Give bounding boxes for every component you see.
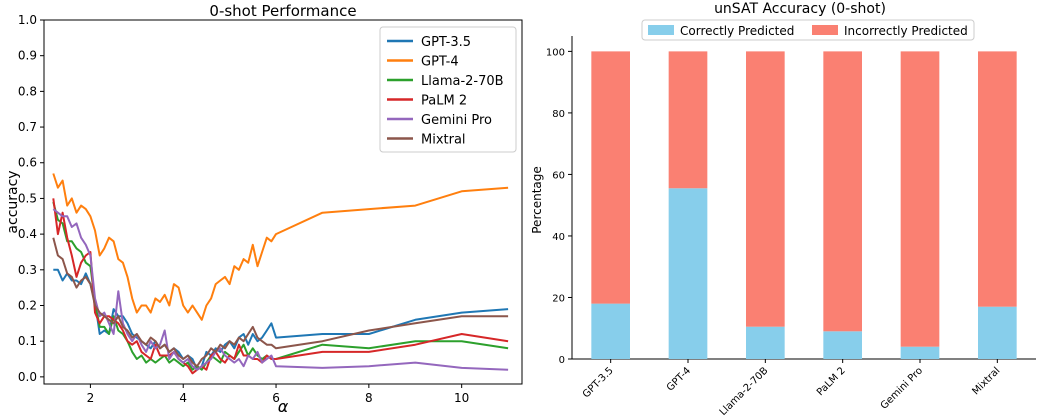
line-chart-xtick-label: 8 <box>365 391 373 405</box>
bar-gpt-4-correctly-predicted <box>668 188 708 359</box>
line-legend-box <box>379 26 517 153</box>
bar-chart-category-label: GPT-3.5 <box>581 365 616 400</box>
line-chart-xtick-label: 6 <box>272 391 280 405</box>
line-chart-title: 0-shot Performance <box>209 2 356 20</box>
bar-chart-category-label: Mixtral <box>970 365 1002 397</box>
bar-chart-ytick-label: 60 <box>552 170 565 181</box>
bar-legend-box <box>641 19 975 41</box>
legend-label-gemini-pro: Gemini Pro <box>421 113 492 128</box>
legend-swatch-correctly-predicted <box>648 25 674 35</box>
bar-gpt-4-incorrectly-predicted <box>668 51 708 189</box>
bar-chart-ytick-label: 20 <box>552 293 565 304</box>
line-chart-ytick-label: 0.3 <box>18 263 37 277</box>
bar-palm-2-incorrectly-predicted <box>823 51 862 332</box>
series-line-gpt-4 <box>52 173 509 321</box>
bar-chart-category-label: Gemini Pro <box>879 365 925 411</box>
bar-chart-ytick-label: 100 <box>546 47 565 58</box>
legend-label-gpt-4: GPT-4 <box>421 55 459 70</box>
legend-label-mixtral: Mixtral <box>421 133 466 148</box>
line-chart-legend: GPT-3.5 GPT-4 Llama-2-70B PaLM 2 Gemini Pro M… <box>379 26 517 153</box>
series-line-mixtral <box>52 237 509 368</box>
legend-swatch-incorrectly-predicted <box>812 25 838 35</box>
bar-gpt-3-5-correctly-predicted <box>591 303 630 359</box>
bar-mixtral-correctly-predicted <box>978 306 1017 359</box>
line-chart-ytick-label: 0.4 <box>18 227 37 241</box>
line-chart-ytick-label: 0.5 <box>18 191 37 205</box>
line-chart-ytick-label: 0.1 <box>18 334 37 348</box>
line-chart-xtick-label: 4 <box>179 391 187 405</box>
legend-label-incorrectly-predicted: Incorrectly Predicted <box>844 24 968 38</box>
bar-chart-legend: Correctly Predicted Incorrectly Predicted <box>641 19 975 41</box>
bar-gemini-pro-incorrectly-predicted <box>900 51 940 347</box>
legend-label-gpt-3-5: GPT-3.5 <box>421 35 471 50</box>
bar-chart-category-label: GPT-4 <box>665 365 693 393</box>
bar-chart-title: unSAT Accuracy (0-shot) <box>714 1 886 17</box>
line-chart-ytick-label: 0.7 <box>18 120 37 134</box>
bar-gemini-pro-correctly-predicted <box>900 346 940 359</box>
bar-chart-ytick-label: 80 <box>552 109 565 120</box>
line-chart-ytick-label: 0.9 <box>18 49 37 63</box>
bar-gpt-3-5-incorrectly-predicted <box>591 51 630 304</box>
line-chart-ytick-label: 0.0 <box>18 370 37 384</box>
line-chart: 0-shot Performance 0.0 0.1 0.2 0.3 0.4 0.5 0.6… <box>5 2 523 416</box>
bar-chart-category-label: PaLM 2 <box>815 365 848 398</box>
line-chart-ytick-label: 0.8 <box>18 84 37 98</box>
bar-chart-ylabel: Percentage <box>530 166 544 234</box>
legend-label-llama-2-70b: Llama-2-70B <box>421 74 504 89</box>
series-line-llama-2-70b <box>52 201 509 371</box>
line-chart-xtick-label: 2 <box>87 391 95 405</box>
line-chart-ytick-label: 0.6 <box>18 156 37 170</box>
line-chart-xlabel: α <box>278 397 289 416</box>
bar-palm-2-correctly-predicted <box>823 331 862 359</box>
series-line-gemini-pro <box>52 208 509 371</box>
line-chart-ytick-label: 1.0 <box>18 13 37 27</box>
bar-llama-2-70b-correctly-predicted <box>746 326 785 359</box>
bar-mixtral-incorrectly-predicted <box>978 51 1017 307</box>
bar-llama-2-70b-incorrectly-predicted <box>746 51 785 327</box>
bar-chart-ytick-label: 40 <box>552 232 565 243</box>
legend-label-palm-2: PaLM 2 <box>421 94 467 109</box>
legend-label-correctly-predicted: Correctly Predicted <box>680 24 794 38</box>
bar-chart-category-label: Llama-2-70B <box>718 365 771 416</box>
bar-chart: unSAT Accuracy (0-shot) Correctly Predic… <box>530 1 1036 416</box>
line-chart-ylabel: accuracy <box>5 170 21 233</box>
line-chart-frame <box>43 19 523 385</box>
line-chart-ytick-label: 0.2 <box>18 298 37 312</box>
line-chart-xtick-label: 10 <box>454 391 469 405</box>
bar-chart-ytick-label: 0 <box>559 355 565 366</box>
